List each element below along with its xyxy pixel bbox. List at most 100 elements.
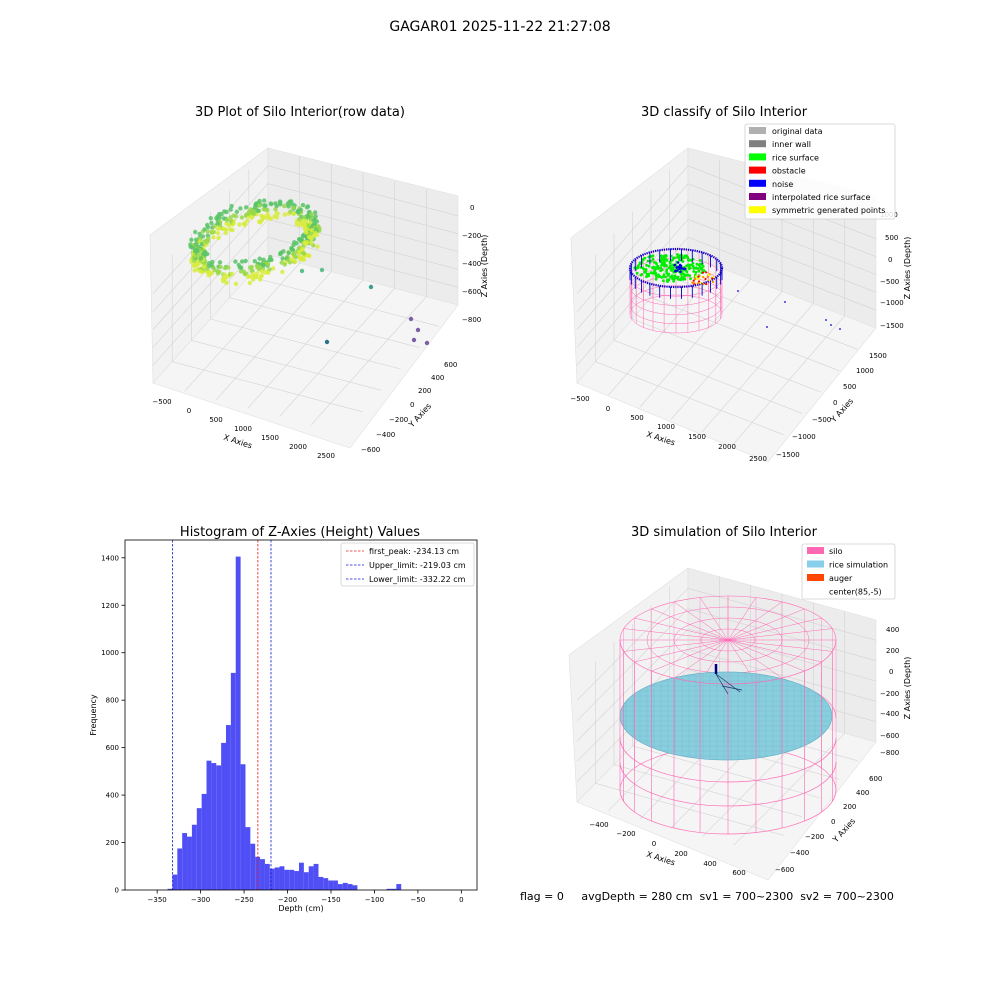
histogram-bar: [323, 878, 329, 890]
point: [190, 245, 195, 250]
rice-surface-point: [679, 278, 683, 281]
rice-surface-point: [639, 273, 643, 277]
grid-line: [576, 165, 689, 295]
point: [193, 237, 199, 242]
rice-surface-point: [687, 263, 690, 267]
histogram-bar: [216, 765, 222, 890]
histogram-bar: [386, 888, 392, 890]
histogram-bar: [279, 866, 285, 890]
point: [286, 204, 291, 209]
point: [215, 221, 220, 226]
x-tick-label: 2500: [749, 455, 767, 463]
point: [257, 203, 262, 208]
obstacle-point: [702, 276, 705, 279]
point: [308, 220, 313, 225]
noise-point: [830, 324, 832, 326]
y-tick-label: 400: [106, 792, 119, 800]
outlier-point: [324, 339, 330, 345]
z-tick-label: −400: [462, 260, 481, 268]
obstacle-point: [695, 278, 699, 281]
obstacle-point: [711, 280, 715, 283]
point: [193, 229, 198, 235]
point: [287, 199, 292, 204]
point: [254, 271, 260, 276]
rice-surface-point: [649, 259, 653, 263]
rice-surface-point: [699, 267, 703, 271]
point: [244, 218, 250, 223]
rice-surface-point: [660, 263, 663, 267]
rice-surface-point: [676, 277, 680, 281]
x-tick-label: 1500: [688, 433, 706, 441]
rice-surface-point: [683, 277, 687, 281]
rice-surface-point: [681, 260, 685, 263]
rice-surface-point: [668, 260, 672, 264]
outlier-point: [319, 267, 325, 273]
point: [208, 216, 213, 221]
outlier-point: [411, 337, 417, 343]
z-tick-label: −500: [880, 278, 899, 286]
rice-surface-point: [659, 258, 663, 262]
legend-label: noise: [772, 180, 793, 189]
plot-histogram-area: [125, 540, 477, 890]
histogram-bar: [274, 867, 280, 890]
x-axis-label: X Axies: [645, 850, 676, 868]
y-tick-label: 500: [843, 383, 856, 391]
rice-surface-point: [664, 253, 668, 257]
legend-box: [340, 542, 475, 587]
point: [303, 218, 308, 223]
rice-surface-point: [656, 267, 660, 270]
plot-3d-raw-z-ticks: −800 −600 −400 −200 0: [462, 204, 481, 324]
point: [237, 265, 242, 270]
point: [203, 252, 208, 257]
plot-3d-classify-z-ticks: −1500 −1000 −500 0 500 1000: [880, 211, 904, 330]
legend-swatch: [749, 153, 766, 161]
obstacle-point: [707, 274, 710, 277]
obstacle-point: [705, 271, 708, 274]
point: [274, 203, 279, 209]
histogram-bar: [391, 888, 397, 890]
rice-surface-point: [678, 258, 681, 262]
obstacle-point: [696, 282, 700, 285]
raw-point-cloud: [188, 198, 430, 346]
point: [300, 202, 306, 208]
histogram-bar: [352, 885, 358, 890]
z-tick-label: 0: [470, 204, 474, 212]
point: [313, 214, 318, 219]
point: [222, 272, 227, 277]
histogram-bar: [221, 742, 226, 890]
y-tick-label: 400: [431, 374, 444, 382]
rice-surface-point: [638, 262, 642, 265]
histogram-bar: [299, 862, 304, 890]
z-tick-label: −800: [880, 749, 899, 757]
rice-surface-point: [673, 274, 677, 278]
point: [238, 206, 243, 211]
noise-point: [737, 290, 739, 292]
x-tick-label: 200: [674, 850, 687, 858]
point: [309, 236, 314, 241]
x-tick-label: −50: [411, 896, 426, 904]
point: [238, 269, 244, 274]
point: [230, 227, 235, 233]
plot-3d-classify-legend: original data inner wall rice surface obsta…: [744, 123, 896, 220]
histogram-bar: [250, 843, 256, 890]
rice-surface-point: [682, 256, 686, 260]
plot-histogram-frame: [124, 539, 478, 891]
rice-surface-point: [659, 269, 662, 273]
obstacle-point: [704, 277, 707, 281]
rice-surface-point: [665, 268, 669, 272]
noise-point: [675, 266, 678, 269]
point: [229, 203, 234, 209]
x-tick-label: −100: [365, 896, 384, 904]
rice-surface-point: [694, 266, 698, 270]
histogram-bar: [313, 863, 319, 890]
point: [217, 260, 223, 265]
noise-point: [678, 263, 682, 267]
y-tick-label: 1200: [101, 602, 119, 610]
rice-surface-point: [642, 267, 646, 271]
point: [291, 211, 296, 216]
point: [297, 217, 302, 222]
y-tick-label: 1400: [101, 554, 119, 562]
obstacle-point: [694, 277, 697, 281]
rice-surface-point: [661, 261, 664, 265]
legend-label: silo: [829, 547, 843, 556]
